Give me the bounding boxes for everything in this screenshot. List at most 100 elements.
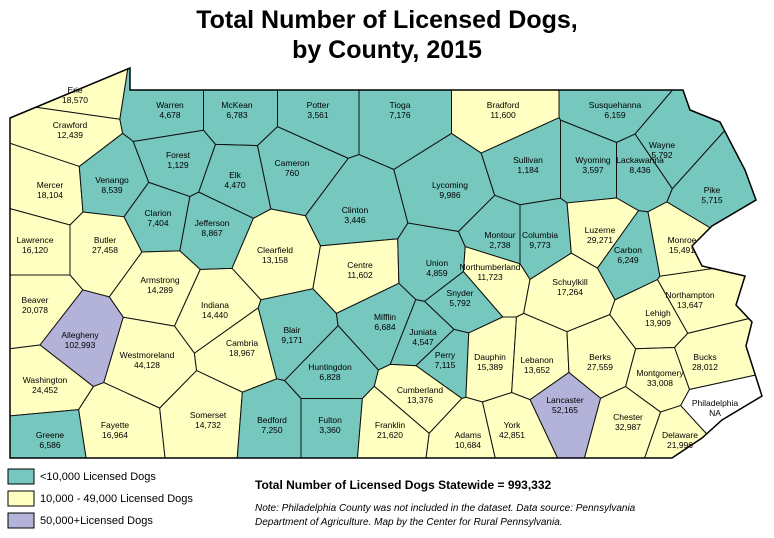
- county-value: 14,289: [147, 285, 173, 295]
- county-value: 3,597: [582, 165, 604, 175]
- county-value: 33,008: [647, 378, 673, 388]
- county-value: 13,647: [677, 300, 703, 310]
- legend-label: <10,000 Licensed Dogs: [40, 471, 156, 483]
- county-value: 27,559: [587, 362, 613, 372]
- county-value: 102,993: [65, 340, 96, 350]
- county-value: 6,159: [604, 110, 626, 120]
- county-value: 4,678: [159, 110, 181, 120]
- county-name: Chester: [613, 412, 643, 422]
- county-name: Mercer: [37, 180, 64, 190]
- county-value: 13,376: [407, 395, 433, 405]
- county-name: Perry: [435, 350, 456, 360]
- county-name: Delaware: [662, 430, 698, 440]
- county-name: Juniata: [409, 327, 437, 337]
- county-value: 8,867: [201, 228, 223, 238]
- county-name: Carbon: [614, 245, 642, 255]
- county-value: 5,715: [701, 195, 723, 205]
- county-value: 6,249: [617, 255, 639, 265]
- county-name: Schuylkill: [552, 277, 588, 287]
- county-name: Dauphin: [474, 352, 506, 362]
- county-name: Lycoming: [432, 180, 468, 190]
- county-value: 16,964: [102, 430, 128, 440]
- county-name: Venango: [95, 175, 129, 185]
- county-value: 6,586: [39, 440, 61, 450]
- county-value: 8,539: [101, 185, 123, 195]
- total: Total Number of Licensed Dogs Statewide …: [255, 478, 552, 492]
- title: by County, 2015: [292, 36, 482, 64]
- county-name: Montgomery: [636, 368, 684, 378]
- county-name: Indiana: [201, 300, 229, 310]
- county-name: Greene: [36, 430, 65, 440]
- county-name: Huntingdon: [308, 362, 352, 372]
- county-value: 2,738: [489, 240, 511, 250]
- county-name: Northampton: [665, 290, 714, 300]
- county-name: Blair: [283, 325, 300, 335]
- county-name: Washington: [23, 375, 68, 385]
- county-value: 52,165: [552, 405, 578, 415]
- county-value: 21,620: [377, 430, 403, 440]
- county-value: 3,446: [344, 215, 366, 225]
- county-value: 14,732: [195, 420, 221, 430]
- county-value: 15,491: [669, 245, 695, 255]
- county-name: Somerset: [190, 410, 227, 420]
- county-value: 9,773: [529, 240, 551, 250]
- county-value: 3,561: [307, 110, 329, 120]
- county-name: Wayne: [649, 140, 675, 150]
- county-value: 5,792: [449, 298, 471, 308]
- county-value: 12,439: [57, 130, 83, 140]
- county-name: Bradford: [487, 100, 520, 110]
- county-name: Erie: [67, 85, 82, 95]
- county-value: 32,987: [615, 422, 641, 432]
- county-name: Franklin: [375, 420, 406, 430]
- county-value: 11,602: [347, 270, 373, 280]
- county-name: Crawford: [53, 120, 88, 130]
- county-name: Luzerne: [585, 225, 616, 235]
- county-name: Cumberland: [397, 385, 444, 395]
- county-value: 1,184: [517, 165, 539, 175]
- county-name: Wyoming: [575, 155, 611, 165]
- county-value: 7,115: [435, 360, 456, 370]
- county-name: Montour: [484, 230, 515, 240]
- county-name: Potter: [307, 100, 330, 110]
- county-value: 4,470: [224, 180, 246, 190]
- note: Department of Agriculture. Map by the Ce…: [255, 517, 563, 528]
- county-value: 10,684: [455, 440, 481, 450]
- county-name: Adams: [455, 430, 481, 440]
- counties: [9, 66, 763, 459]
- county-value: 18,570: [62, 95, 88, 105]
- county-value: 18,967: [229, 348, 255, 358]
- county-value: 42,851: [499, 430, 525, 440]
- county-name: Mifflin: [374, 312, 396, 322]
- legend-label: 10,000 - 49,000 Licensed Dogs: [40, 493, 193, 505]
- county-value: 5,792: [651, 150, 673, 160]
- county-name: Sullivan: [513, 155, 543, 165]
- county-name: Berks: [589, 352, 611, 362]
- county-value: 6,684: [374, 322, 396, 332]
- state-outline: [9, 66, 763, 459]
- county-name: Snyder: [447, 288, 474, 298]
- county-name: Allegheny: [61, 330, 99, 340]
- county-name: Pike: [704, 185, 721, 195]
- county-value: 17,264: [557, 287, 583, 297]
- county-value: 1,129: [167, 160, 189, 170]
- county-name: Tioga: [390, 100, 411, 110]
- county-value: 7,250: [261, 425, 283, 435]
- county-name: Forest: [166, 150, 191, 160]
- legend-swatch: [7, 512, 35, 529]
- county-value: 11,723: [477, 272, 503, 282]
- county-value: 24,452: [32, 385, 58, 395]
- county-value: 4,547: [412, 337, 434, 347]
- county-value: 7,404: [147, 218, 169, 228]
- county-name: McKean: [221, 100, 252, 110]
- county-value: 21,996: [667, 440, 693, 450]
- county-name: Elk: [229, 170, 242, 180]
- county-name: Lackawanna: [616, 155, 664, 165]
- county-value: 44,128: [134, 360, 160, 370]
- county-name: Bedford: [257, 415, 287, 425]
- legend: <10,000 Licensed Dogs 10,000 - 49,000 Lic…: [7, 468, 193, 529]
- county-name: Monroe: [668, 235, 697, 245]
- county-value: 28,012: [692, 362, 718, 372]
- county-value: 760: [285, 168, 299, 178]
- county-name: Lehigh: [645, 308, 671, 318]
- county-value: 6,783: [226, 110, 248, 120]
